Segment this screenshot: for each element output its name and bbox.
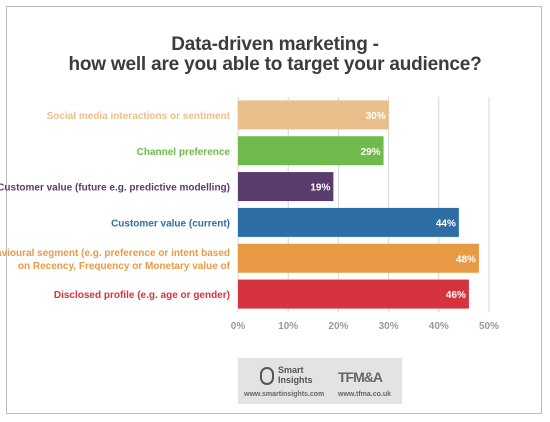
- category-label: Behavioural segment (e.g. preference or …: [0, 248, 230, 259]
- bar: [238, 207, 459, 237]
- bar: [238, 172, 334, 202]
- x-tick-label: 50%: [479, 321, 499, 332]
- tfma-url: www.tfma.co.uk: [338, 391, 392, 398]
- chart-title-line-1: Data-driven marketing -: [171, 34, 379, 55]
- bar: [238, 136, 384, 166]
- category-label: Channel preference: [137, 147, 231, 158]
- category-label: on Recency, Frequency or Monetary value …: [18, 261, 231, 272]
- brand1-line2: Insights: [278, 375, 313, 385]
- bar-value-label: 29%: [361, 147, 381, 158]
- smart-insights-icon: [260, 367, 274, 385]
- bar-value-label: 44%: [436, 218, 456, 229]
- category-label: Disclosed profile (e.g. age or gender): [54, 290, 230, 301]
- bar-value-label: 48%: [456, 254, 476, 265]
- x-tick-label: 0%: [231, 321, 246, 332]
- bar: [238, 100, 389, 130]
- category-label: Customer value (future e.g. predictive m…: [0, 183, 230, 194]
- smart-insights-logo: Smart Insights: [260, 365, 320, 391]
- x-tick-label: 10%: [278, 321, 298, 332]
- category-label: Customer value (current): [111, 218, 230, 229]
- footer-logos: Smart Insights TFM&A www.smartinsights.c…: [238, 358, 402, 404]
- category-label: Social media interactions or sentiment: [47, 111, 231, 122]
- smart-insights-url: www.smartinsights.com: [244, 391, 325, 398]
- bar: [238, 243, 479, 273]
- x-tick-label: 30%: [379, 321, 399, 332]
- bar-value-label: 46%: [446, 290, 466, 301]
- bar-value-label: 19%: [310, 183, 330, 194]
- bar-value-label: 30%: [366, 111, 386, 122]
- brand1-line1: Smart: [278, 365, 304, 375]
- x-tick-label: 40%: [429, 321, 449, 332]
- bar: [238, 279, 469, 309]
- tfma-logo: TFM&A: [338, 369, 383, 385]
- x-tick-label: 20%: [328, 321, 348, 332]
- chart-title-line-2: how well are you able to target your aud…: [68, 54, 482, 75]
